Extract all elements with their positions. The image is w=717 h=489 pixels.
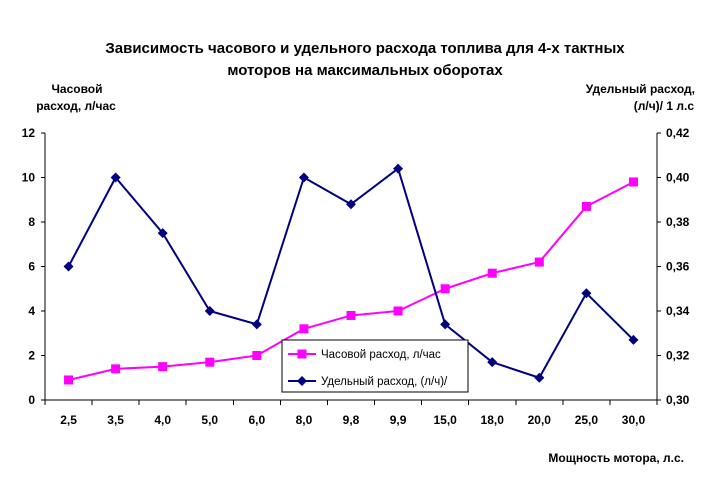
- left-axis-title: Часовой расход, л/час: [36, 82, 116, 113]
- legend-item-hourly-consumption: Часовой расход, л/час: [288, 349, 441, 361]
- specific-consumption-point: [628, 334, 639, 345]
- right-y-tick-label: 0,38: [666, 215, 690, 229]
- right-y-tick-label: 0,36: [666, 260, 690, 274]
- x-tick-label: 15,0: [433, 413, 457, 427]
- specific-consumption-point: [487, 357, 498, 368]
- hourly-consumption-point: [252, 351, 262, 360]
- hourly-consumption-point: [628, 177, 638, 187]
- specific-consumption-point: [298, 172, 309, 183]
- hourly-consumption-point: [581, 201, 591, 211]
- x-tick-label: 2,5: [60, 413, 77, 427]
- left-y-tick-label: 6: [28, 260, 35, 274]
- x-axis-title: Мощность мотора, л.с.: [548, 451, 684, 465]
- legend-label: Часовой расход, л/час: [321, 349, 441, 361]
- left-y-tick-label: 0: [28, 393, 35, 407]
- right-y-tick-label: 0,42: [666, 126, 690, 140]
- left-y-tick-label: 4: [28, 304, 35, 318]
- specific-consumption-series: [63, 163, 639, 383]
- x-tick-label: 8,0: [296, 413, 313, 427]
- x-tick-label: 4,0: [154, 413, 171, 427]
- x-tick-label: 9,9: [390, 413, 407, 427]
- legend-item-specific-consumption: Удельный расход, (л/ч)/: [288, 376, 448, 388]
- hourly-consumption-point: [393, 306, 403, 316]
- left-y-tick-label: 12: [22, 126, 36, 140]
- hourly-consumption-point: [64, 375, 74, 385]
- x-tick-label: 25,0: [575, 413, 599, 427]
- x-tick-label: 30,0: [622, 413, 646, 427]
- right-y-tick-label: 0,34: [666, 304, 690, 318]
- specific-consumption-point: [204, 306, 215, 316]
- hourly-consumption-point: [299, 324, 309, 334]
- hourly-consumption-point: [534, 257, 544, 267]
- hourly-consumption-point: [111, 364, 121, 374]
- hourly-consumption-point: [346, 310, 356, 320]
- left-y-tick-label: 8: [28, 215, 35, 229]
- right-axis-title-line-2: (л/ч)/ 1 л.с: [634, 99, 695, 113]
- right-axis-title-line-1: Удельный расход,: [586, 82, 695, 96]
- legend-marker: [297, 376, 307, 386]
- specific-consumption-point: [346, 199, 356, 210]
- specific-consumption-point: [534, 372, 545, 383]
- specific-consumption-point: [440, 319, 451, 330]
- hourly-consumption-point: [205, 357, 215, 367]
- hourly-consumption-series: [64, 177, 638, 385]
- right-y-tick-label: 0,30: [666, 393, 690, 407]
- axis-ticks: 2,5 3,5 4,0 5,0 6,0 8,0 9,8 9,9 15,0 18,0 20,0 25,0…: [22, 126, 690, 427]
- chart-title: Зависимость часового и удельного расхода…: [105, 40, 625, 79]
- x-tick-label: 20,0: [528, 413, 552, 427]
- hourly-consumption-point: [158, 362, 168, 372]
- specific-consumption-point: [251, 319, 262, 330]
- chart-title-line-2: моторов на максимальных оборотах: [227, 62, 503, 79]
- right-y-tick-label: 0,40: [666, 171, 690, 185]
- x-tick-label: 5,0: [201, 413, 218, 427]
- left-axis-title-line-1: Часовой: [51, 82, 102, 96]
- left-axis-title-line-2: расход, л/час: [36, 99, 116, 113]
- right-y-tick-label: 0,32: [666, 349, 690, 363]
- series-layer: [63, 163, 639, 385]
- legend-box: [281, 339, 469, 393]
- specific-consumption-point: [157, 228, 168, 239]
- hourly-consumption-point: [440, 284, 450, 294]
- x-tick-label: 18,0: [481, 413, 505, 427]
- specific-consumption-point: [581, 288, 592, 299]
- legend-marker: [297, 349, 307, 359]
- specific-consumption-point: [393, 163, 404, 174]
- chart-title-line-1: Зависимость часового и удельного расхода…: [105, 40, 625, 57]
- left-y-tick-label: 10: [22, 171, 36, 185]
- specific-consumption-point: [63, 261, 74, 272]
- legend: Часовой расход, л/час Удельный расход, (л…: [281, 339, 469, 393]
- hourly-consumption-point: [487, 268, 497, 278]
- right-axis-title: Удельный расход, (л/ч)/ 1 л.с: [586, 82, 695, 113]
- x-tick-label: 6,0: [249, 413, 266, 427]
- specific-consumption-point: [110, 172, 121, 183]
- legend-label: Удельный расход, (л/ч)/: [321, 376, 448, 388]
- left-y-tick-label: 2: [28, 349, 35, 363]
- x-tick-label: 3,5: [107, 413, 124, 427]
- x-tick-label: 9,8: [343, 413, 360, 427]
